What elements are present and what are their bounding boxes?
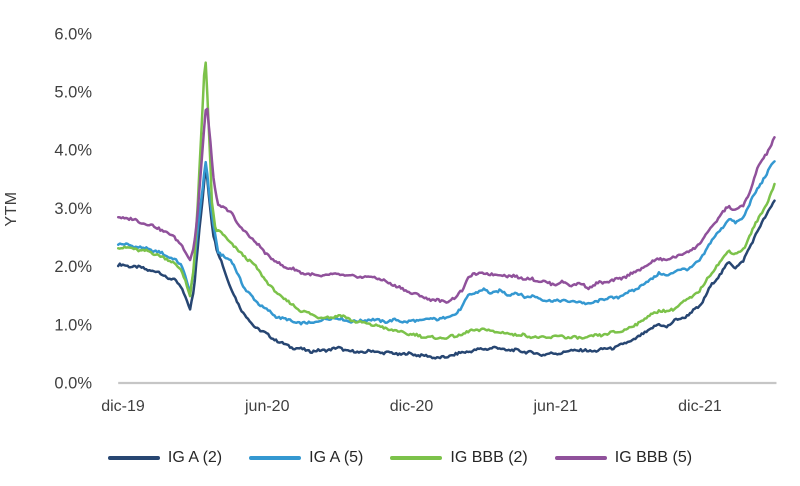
y-tick-label: 2.0% bbox=[54, 258, 92, 276]
y-axis-title: YTM bbox=[3, 191, 20, 227]
legend-item-ig-a-2: IG A (2) bbox=[107, 449, 223, 467]
x-tick-label: dic-19 bbox=[101, 398, 145, 415]
legend-swatch-ig-bbb-2 bbox=[390, 456, 443, 460]
series-line-ig-bbb-2 bbox=[116, 61, 776, 340]
x-tick-label: jun-21 bbox=[532, 398, 578, 415]
legend-item-ig-bbb-2: IG BBB (2) bbox=[390, 449, 528, 467]
plot-area: 0.0% 1.0% 2.0% 3.0% 4.0% 5.0% 6.0% dic-19 jun-20… bbox=[54, 25, 777, 415]
x-tick-label: dic-20 bbox=[390, 398, 434, 415]
y-tick-label: 4.0% bbox=[54, 142, 92, 160]
legend-swatch-ig-bbb-5 bbox=[554, 456, 607, 460]
series-line-ig-bbb-5 bbox=[116, 107, 776, 304]
legend-label-ig-a-2: IG A (2) bbox=[167, 449, 223, 466]
legend-label-ig-bbb-2: IG BBB (2) bbox=[450, 449, 528, 466]
x-tick-label: dic-21 bbox=[678, 398, 722, 415]
y-tick-label: 0.0% bbox=[54, 375, 92, 393]
y-tick-label: 5.0% bbox=[54, 84, 92, 102]
x-tick-label: jun-20 bbox=[244, 398, 290, 415]
legend-item-ig-a-5: IG A (5) bbox=[249, 449, 363, 467]
legend-swatch-ig-a-2 bbox=[107, 456, 160, 460]
series-line-ig-a-5 bbox=[116, 160, 776, 326]
y-tick-label: 1.0% bbox=[54, 316, 92, 334]
legend-swatch-ig-a-5 bbox=[249, 456, 302, 460]
legend-label-ig-bbb-5: IG BBB (5) bbox=[614, 449, 693, 466]
legend: IG A (2) IG A (5) IG BBB (2) IG BBB (5) bbox=[0, 441, 800, 475]
y-tick-label: 3.0% bbox=[54, 200, 92, 218]
legend-label-ig-a-5: IG A (5) bbox=[309, 449, 364, 466]
legend-item-ig-bbb-5: IG BBB (5) bbox=[554, 449, 693, 467]
series-line-ig-a-2 bbox=[116, 166, 776, 360]
y-tick-label: 6.0% bbox=[54, 25, 92, 43]
